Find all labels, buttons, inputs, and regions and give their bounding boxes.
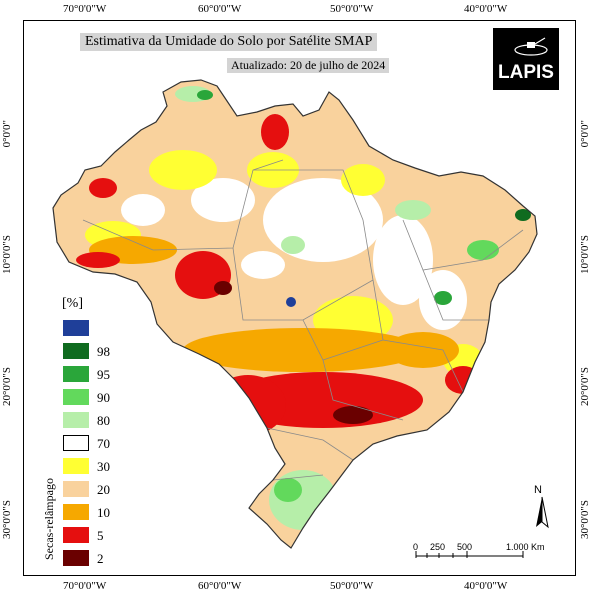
legend-unit: [%] [62,296,83,311]
satellite-icon [514,37,548,56]
legend-swatch [63,366,89,382]
legend-label: 30 [97,459,110,474]
legend-label: 10 [97,505,110,520]
patch-red-ac [76,252,120,268]
patch-yellow-nw [149,150,217,190]
tick-left-20s: 20°0'0"S [1,367,13,406]
legend-item: 90 [63,389,163,407]
legend-item: 10 [63,504,163,522]
brazil-outline [52,79,538,549]
logo-text: LAPIS [498,62,554,83]
legend-label: 2 [97,551,104,566]
legend-item: 95 [63,366,163,384]
map-title: Estimativa da Umidade do Solo por Satéli… [80,33,378,51]
legend-swatch [63,389,89,405]
patch-white-east [373,215,433,305]
legend-label: 98 [97,344,110,359]
patch-green-ba [434,291,452,305]
patch-red-mg [445,366,481,394]
patch-white-mid [241,251,285,279]
tick-left-0: 0°0'0" [1,120,13,148]
tick-left-10s: 10°0'0"S [1,235,13,274]
update-date: Atualizado: 20 de julho de 2024 [227,58,390,73]
legend-swatch [63,320,89,336]
legend-label: 20 [97,482,110,497]
patch-red-nw [89,178,117,198]
patch-darkred-sp [333,406,373,424]
lapis-logo: LAPIS [493,28,559,90]
tick-top-40w: 40°0'0"W [464,3,508,15]
legend-item [63,320,163,338]
legend-label: 70 [97,436,110,451]
legend-label: 80 [97,413,110,428]
tick-bottom-60w: 60°0'0"W [198,580,242,592]
legend-swatch [63,481,89,497]
tick-bottom-40w: 40°0'0"W [464,580,508,592]
tick-top-60w: 60°0'0"W [198,3,242,15]
patch-green-rr [197,90,213,100]
tick-left-30s: 30°0'0"S [1,500,13,539]
legend-item: 80 [63,412,163,430]
patch-red-ms [210,375,286,435]
patch-white-west [121,194,165,226]
legend-swatch [63,435,89,451]
legend-swatch [63,550,89,566]
brazil-landmass [53,80,537,548]
patch-red-north [261,114,289,150]
scale-label-500: 500 [457,542,473,552]
north-arrow-icon [536,496,549,529]
tick-right-10s: 10°0'0"S [579,235,591,274]
legend-swatch [63,504,89,520]
legend-item: 2 [63,550,163,568]
legend-item: 98 [63,343,163,361]
legend-item: 70 [63,435,163,453]
tick-bottom-50w: 50°0'0"W [330,580,374,592]
patch-green-ne [467,240,499,260]
tick-right-20s: 20°0'0"S [579,367,591,406]
tick-top-70w: 70°0'0"W [63,3,107,15]
legend-item: 20 [63,481,163,499]
legend-swatch [63,458,89,474]
tick-bottom-70w: 70°0'0"W [63,580,107,592]
tick-right-0: 0°0'0" [579,120,591,148]
patch-blue-center [286,297,296,307]
legend-label: 90 [97,390,110,405]
patch-yellow-ne [341,164,385,196]
tick-right-30s: 30°0'0"S [579,500,591,539]
flash-drought-label: Secas-relâmpago [42,478,56,560]
patch-white-north [191,178,255,222]
brazil-soil-moisture-map [52,79,549,558]
patch-green-rs [274,478,302,502]
legend-label: 95 [97,367,110,382]
patch-orange-band [183,328,423,372]
patch-lightgreen-center [281,236,305,254]
scale-label-1000: 1.000 Km [506,542,545,552]
patch-darkgreen-coast [515,209,531,221]
moisture-patches [76,86,531,530]
tick-top-50w: 50°0'0"W [330,3,374,15]
legend-label: 5 [97,528,104,543]
legend-swatch [63,527,89,543]
legend-swatch [63,412,89,428]
legend-item: 5 [63,527,163,545]
scale-bar [415,551,524,558]
patch-lightgreen-ne [395,200,431,220]
scale-label-250: 250 [430,542,446,552]
patch-orange-east [387,332,459,368]
state-borders [82,159,524,481]
patch-darkred-mt [214,281,232,295]
legend-item: 30 [63,458,163,476]
north-label: N [534,484,542,496]
legend-swatch [63,343,89,359]
scale-label-0: 0 [413,542,419,552]
